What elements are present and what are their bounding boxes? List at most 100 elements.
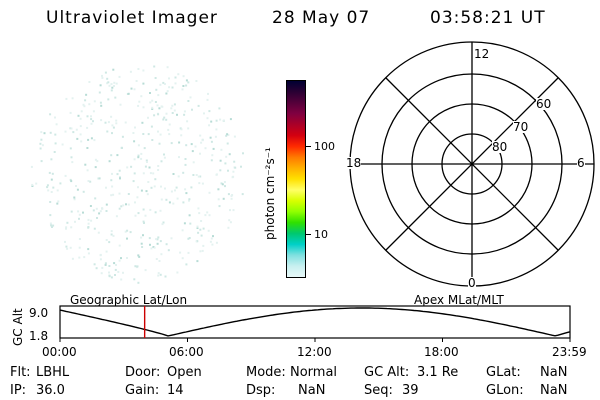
image-speckle [225, 155, 228, 158]
image-speckle [64, 130, 67, 133]
gain-label: Gain: [125, 383, 160, 398]
image-speckle [127, 92, 130, 95]
image-speckle [76, 137, 79, 140]
image-speckle [187, 237, 190, 240]
image-speckle [151, 108, 154, 110]
image-speckle [79, 125, 82, 128]
image-speckle [163, 83, 166, 85]
image-speckle [168, 77, 170, 80]
image-speckle [136, 265, 139, 268]
image-speckle [41, 144, 44, 147]
image-speckle [113, 85, 115, 87]
image-speckle [57, 200, 60, 203]
image-speckle [101, 74, 103, 77]
image-speckle [95, 207, 98, 210]
image-speckle [49, 131, 52, 134]
image-speckle [157, 169, 160, 171]
image-speckle [188, 214, 191, 217]
image-speckle [50, 178, 53, 181]
image-speckle [228, 153, 231, 156]
image-speckle [82, 190, 85, 193]
image-speckle [160, 198, 163, 201]
image-speckle [186, 120, 189, 123]
image-speckle [130, 87, 133, 90]
image-speckle [111, 124, 114, 127]
image-speckle [79, 133, 82, 136]
image-speckle [157, 94, 160, 97]
image-speckle [219, 169, 222, 172]
image-speckle [151, 99, 154, 102]
image-speckle [149, 243, 151, 246]
image-speckle [92, 110, 95, 113]
image-speckle [223, 119, 225, 122]
speckle-field [30, 65, 244, 284]
image-speckle [185, 144, 188, 147]
image-speckle [74, 220, 76, 223]
image-speckle [148, 166, 151, 169]
image-speckle [110, 276, 113, 279]
image-speckle [201, 182, 204, 185]
image-speckle [208, 191, 211, 194]
image-speckle [206, 98, 209, 101]
image-speckle [110, 115, 113, 118]
image-speckle [142, 220, 145, 223]
image-speckle [144, 269, 147, 272]
image-speckle [147, 133, 150, 136]
image-speckle [153, 114, 156, 117]
colorbar-tick-label-100: 100 [314, 140, 335, 153]
image-speckle [170, 107, 173, 110]
image-speckle [104, 71, 107, 74]
image-speckle [159, 83, 162, 86]
image-speckle [86, 147, 89, 149]
image-speckle [138, 100, 141, 103]
image-speckle [137, 186, 139, 189]
image-speckle [51, 226, 53, 228]
image-speckle [234, 166, 237, 169]
image-speckle [157, 236, 160, 239]
image-speckle [114, 96, 117, 99]
gcalt-label: GC Alt: [364, 365, 410, 380]
image-speckle [173, 109, 176, 112]
image-speckle [105, 239, 108, 241]
image-speckle [71, 161, 74, 164]
image-speckle [154, 211, 157, 214]
image-speckle [229, 209, 231, 212]
image-speckle [118, 259, 121, 262]
image-speckle [229, 221, 232, 224]
image-speckle [202, 244, 205, 247]
image-speckle [215, 119, 218, 122]
image-speckle [149, 208, 152, 211]
image-speckle [119, 177, 121, 180]
image-speckle [151, 106, 154, 109]
image-speckle [162, 221, 165, 224]
image-speckle [65, 226, 68, 229]
image-speckle [70, 226, 73, 229]
image-speckle [174, 76, 177, 79]
image-speckle [116, 173, 119, 176]
image-speckle [49, 214, 52, 217]
image-speckle [107, 121, 110, 124]
image-speckle [115, 264, 117, 266]
image-speckle [119, 103, 122, 106]
image-speckle [197, 175, 200, 178]
image-speckle [78, 213, 81, 216]
image-speckle [124, 230, 127, 233]
image-speckle [152, 172, 155, 175]
image-speckle [47, 189, 50, 192]
glat-value: NaN [540, 365, 568, 380]
image-speckle [31, 183, 34, 186]
image-speckle [189, 222, 192, 225]
image-speckle [122, 271, 124, 274]
image-speckle [157, 165, 160, 167]
image-speckle [140, 236, 143, 239]
image-speckle [232, 175, 235, 178]
image-speckle [187, 127, 190, 130]
image-speckle [120, 146, 123, 149]
image-speckle [52, 224, 55, 227]
image-speckle [210, 140, 213, 143]
image-speckle [146, 161, 148, 163]
image-speckle [140, 242, 143, 245]
image-speckle [107, 81, 110, 84]
image-speckle [108, 271, 110, 274]
